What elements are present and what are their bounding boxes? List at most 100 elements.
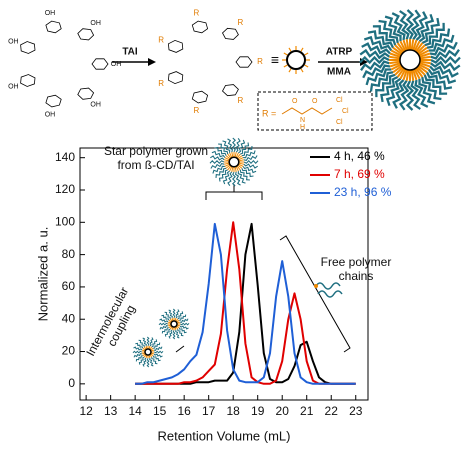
glucose-unit [20, 41, 36, 54]
atom: O [292, 98, 298, 105]
polymer-arm [415, 11, 428, 41]
initiator-spoke [410, 69, 415, 81]
polymer-arm [153, 353, 163, 358]
polymer-arm [164, 311, 171, 319]
y-axis-label: Normalized a. u. [35, 227, 50, 322]
initiator-spoke [413, 68, 421, 80]
polymer-arm [161, 327, 169, 334]
polymer-arm [132, 350, 142, 354]
glucose-unit [191, 90, 209, 104]
initiator-spoke [419, 62, 431, 68]
star-polymer [209, 137, 259, 187]
series-line [135, 222, 356, 385]
arrow-head [148, 58, 156, 66]
reagent: TAI [122, 47, 138, 58]
polymer-arm [385, 77, 402, 107]
r-label: R [158, 35, 164, 44]
initiator-spoke [235, 152, 239, 158]
x-axis-label: Retention Volume (mL) [158, 428, 291, 443]
x-tick-label: 16 [177, 404, 191, 418]
star-polymer [359, 9, 461, 111]
x-tick-label: 15 [153, 404, 167, 418]
polymer-arm [153, 342, 161, 349]
polymer-arm [232, 171, 236, 187]
polymer-arm [177, 329, 184, 337]
initiator-spoke [419, 55, 431, 60]
polymer-arm [234, 171, 241, 186]
polymer-arm [179, 314, 187, 321]
hydroxyl-label: OH [8, 38, 19, 45]
polymer-arm [369, 71, 394, 92]
initiator-spoke [224, 159, 230, 162]
polymer-arm [428, 34, 455, 52]
bracket [279, 235, 351, 353]
atom: Cl [342, 108, 349, 115]
y-tick-label: 40 [62, 311, 76, 325]
legend-label: 23 h, 96 % [334, 185, 392, 199]
initiator-spoke [418, 63, 430, 71]
polymer-arm [154, 350, 164, 354]
polymer-arm [180, 322, 190, 326]
initiator-spoke [402, 69, 408, 81]
initiator-spoke [288, 68, 292, 73]
initiator-spoke [413, 40, 421, 52]
polymer-arm [135, 355, 143, 362]
initiator-spoke [235, 166, 239, 172]
initiator-spoke [237, 155, 243, 160]
glucose-unit [45, 94, 62, 108]
initiator-spoke [405, 39, 410, 51]
polymer-arm [421, 76, 442, 101]
star-polymer [158, 308, 190, 340]
initiator-spoke [415, 42, 424, 53]
initiator-spoke [416, 66, 426, 76]
initiator-spoke [399, 40, 407, 52]
initiator-spoke [396, 42, 405, 53]
initiator-spoke [283, 52, 288, 56]
polymer-arm [159, 325, 169, 330]
atom: N [300, 117, 305, 124]
polymer-arm [399, 10, 410, 40]
glucose-unit [222, 27, 239, 40]
atom: O [312, 98, 318, 105]
polymer-arm [211, 150, 226, 158]
polymer-arm [363, 35, 393, 52]
initiator-spoke [412, 69, 418, 81]
y-tick-label: 80 [62, 247, 76, 261]
initiator-spoke [389, 62, 401, 68]
initiator-spoke [402, 39, 408, 51]
polymer-arm [177, 311, 184, 320]
initiator-spoke [225, 164, 231, 169]
polymer-arm [362, 64, 391, 79]
initiator-spoke [300, 47, 304, 52]
polymer-arm [153, 346, 163, 351]
polymer-arm [138, 339, 145, 347]
initiator-spoke [394, 44, 404, 54]
y-tick-label: 140 [55, 150, 75, 164]
polymer-arm [232, 137, 236, 153]
polymer-arm [218, 169, 228, 182]
initiator-spoke [238, 163, 244, 167]
reagent: MMA [327, 67, 351, 78]
initiator-spoke [224, 163, 230, 167]
polymer-arm [135, 342, 144, 349]
r-group-box [257, 91, 373, 131]
polymer-arm [241, 146, 253, 157]
polymer-arm [142, 357, 147, 367]
polymer-arm [164, 328, 171, 337]
glucose-unit [20, 74, 36, 87]
polymer-arm [172, 330, 176, 340]
initiator-spoke [234, 166, 237, 172]
atom: Cl [336, 97, 343, 104]
reagent: ATRP [326, 47, 353, 58]
polymer-arm [235, 138, 241, 153]
initiator-spoke [304, 64, 309, 68]
initiator-spoke [304, 52, 309, 56]
y-tick-label: 20 [62, 344, 76, 358]
legend-label: 7 h, 69 % [334, 167, 385, 181]
glucose-unit [167, 39, 184, 53]
polymer-arm [172, 308, 176, 318]
polymer-arm [410, 9, 422, 40]
polymer-arm [151, 339, 158, 348]
polymer-arm [161, 314, 170, 321]
polymer-arm [179, 318, 189, 323]
